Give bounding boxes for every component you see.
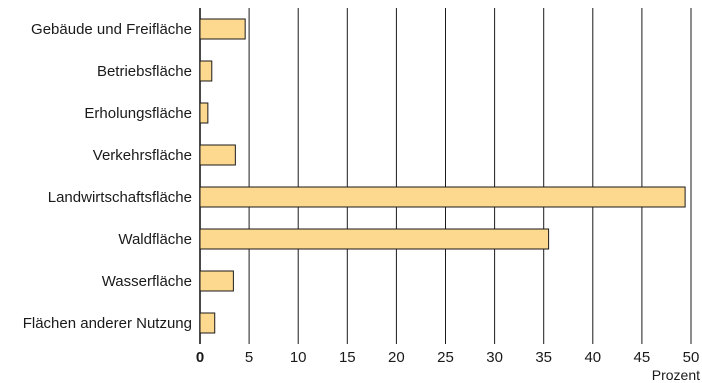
bar — [199, 60, 213, 82]
x-tick-label: 15 — [339, 349, 356, 366]
x-tick-label: 20 — [388, 349, 405, 366]
category-label: Erholungsfläche — [84, 105, 192, 122]
x-tick-label: 40 — [584, 349, 601, 366]
category-label: Waldfläche — [118, 231, 192, 248]
x-tick-label: 30 — [486, 349, 503, 366]
x-tick-label: 45 — [634, 349, 651, 366]
bar — [199, 270, 234, 292]
category-labels: Gebäude und Freifläche Betriebsfläche Erho… — [23, 21, 192, 332]
bar — [199, 186, 686, 208]
x-tick-label: 5 — [245, 349, 253, 366]
category-label: Betriebsfläche — [97, 63, 192, 80]
bar — [199, 18, 246, 40]
bar — [199, 312, 216, 334]
x-tick-label: 10 — [290, 349, 307, 366]
grid-lines — [199, 8, 692, 344]
x-tick-label: 0 — [196, 349, 204, 366]
x-tick-label: 50 — [683, 349, 700, 366]
category-label: Wasserfläche — [102, 273, 192, 290]
bar — [199, 102, 209, 124]
category-label: Landwirtschaftsfläche — [48, 189, 192, 206]
x-tick-labels: 0 5 10 15 20 25 30 35 40 45 50 — [196, 349, 700, 366]
x-axis-title: Prozent — [652, 367, 700, 383]
bar — [199, 228, 550, 250]
x-tick-label: 25 — [437, 349, 454, 366]
bars — [199, 18, 686, 334]
bar — [199, 144, 236, 166]
category-label: Verkehrsfläche — [93, 147, 192, 164]
category-label: Flächen anderer Nutzung — [23, 315, 192, 332]
x-tick-label: 35 — [535, 349, 552, 366]
category-label: Gebäude und Freifläche — [31, 21, 192, 38]
